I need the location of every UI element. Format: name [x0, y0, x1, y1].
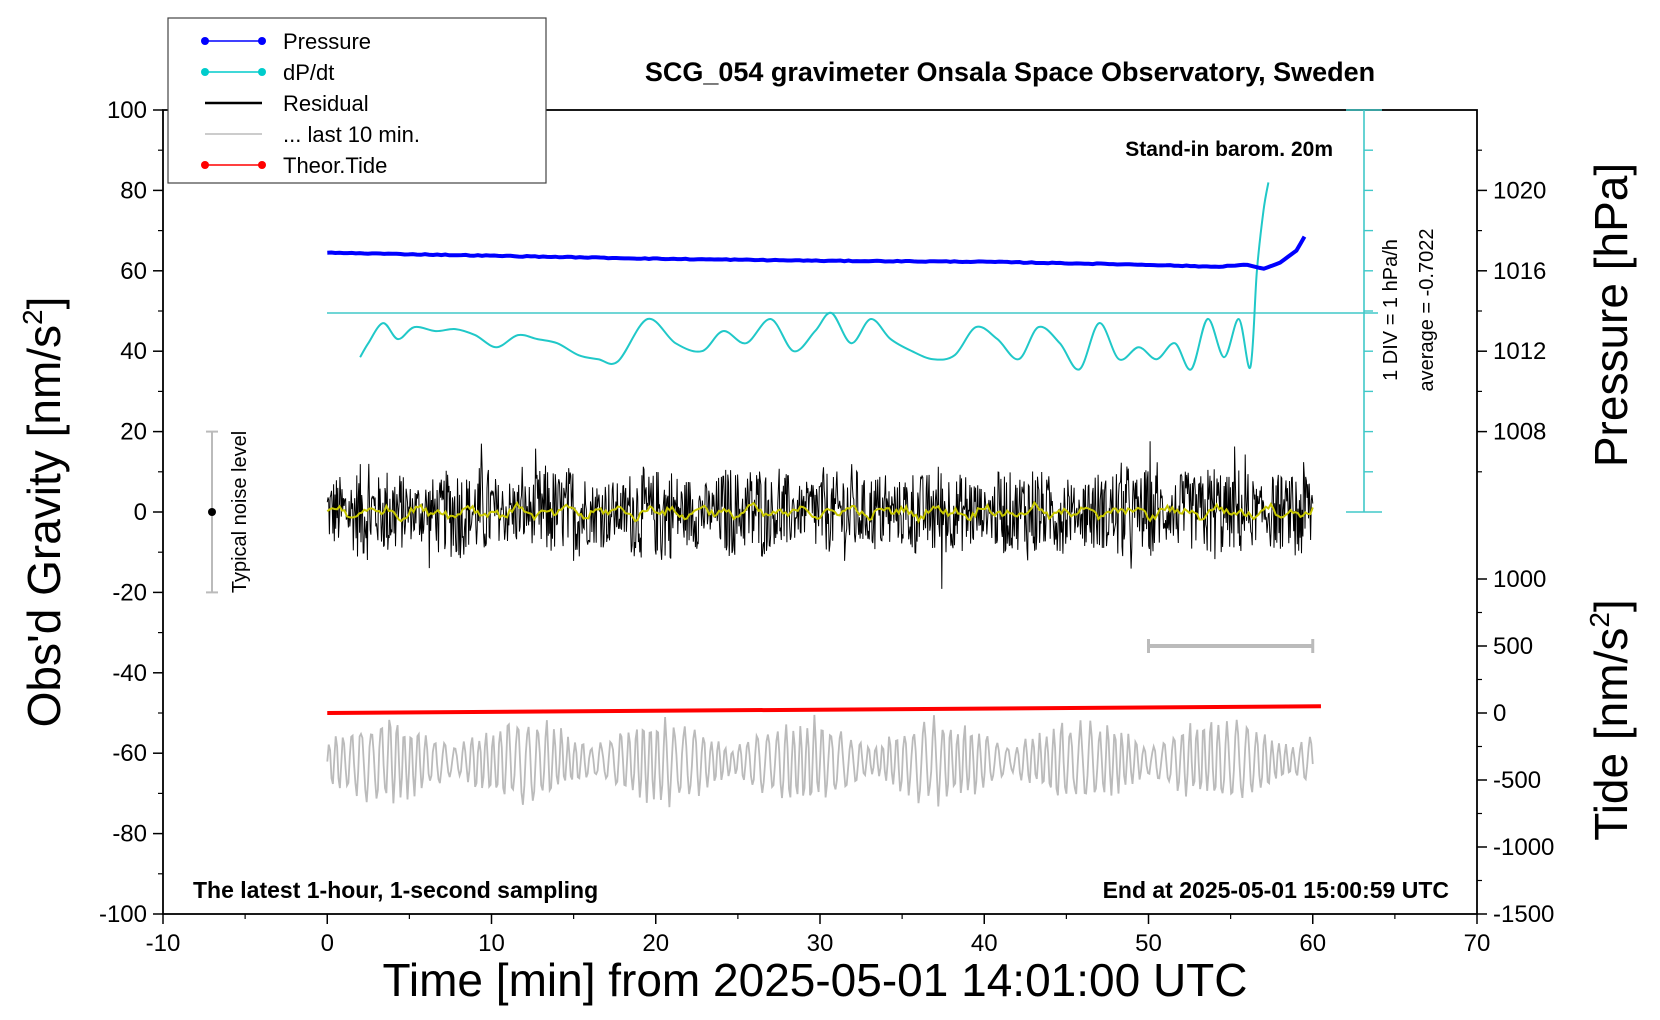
- left-tick-label: 0: [134, 499, 147, 526]
- noise-center-dot: [208, 508, 216, 516]
- tide-series-line: [327, 704, 1321, 715]
- legend-marker: [258, 68, 266, 76]
- sampling-note: The latest 1-hour, 1-second sampling: [193, 877, 598, 903]
- dpdt-div-label: 1 DIV = 1 hPa/h: [1380, 239, 1402, 381]
- x-tick-label: 0: [321, 930, 334, 957]
- legend-marker: [201, 161, 209, 169]
- x-tick-label: 70: [1464, 930, 1491, 957]
- tide-tick-label: 1000: [1493, 566, 1546, 593]
- left-axis-label: Obs'd Gravity [nm/s2]: [17, 297, 70, 728]
- pressure-tick-label: 1020: [1493, 177, 1546, 204]
- dpdt-scale-bar: [1346, 109, 1382, 513]
- x-axis-label: Time [min] from 2025-05-01 14:01:00 UTC: [383, 954, 1248, 1006]
- tide-axis-label-sup: 2: [1584, 612, 1615, 628]
- pressure-tick-label: 1008: [1493, 419, 1546, 446]
- end-time-note: End at 2025-05-01 15:00:59 UTC: [1103, 877, 1449, 903]
- legend-marker: [201, 37, 209, 45]
- x-axis-ticks: -10 0 10 20 30 40 50 60 70: [146, 914, 1491, 957]
- dpdt-series-line: [359, 182, 1270, 371]
- x-tick-label: -10: [146, 930, 181, 957]
- barometer-note: Stand-in barom. 20m: [1125, 138, 1333, 161]
- dpdt-average-label: average = -0.7022: [1416, 229, 1438, 392]
- tide-tick-label: -500: [1493, 767, 1541, 794]
- noise-level-indicator: [206, 430, 218, 594]
- tide-tick-label: -1000: [1493, 834, 1554, 861]
- x-tick-label: 10: [478, 930, 505, 957]
- left-tick-label: 100: [107, 97, 147, 124]
- residual-smoothed-line: [326, 500, 1314, 525]
- legend-marker: [201, 68, 209, 76]
- x-tick-label: 50: [1135, 930, 1162, 957]
- pressure-axis-ticks: 1020 1016 1012 1008: [1477, 149, 1546, 473]
- chart-title: SCG_054 gravimeter Onsala Space Observat…: [645, 57, 1375, 87]
- legend-marker: [258, 161, 266, 169]
- legend-label: Pressure: [283, 29, 371, 54]
- tide-tick-label: 0: [1493, 700, 1506, 727]
- left-axis-ticks: 100 80 60 40 20 0 -20 -40 -60 -80 -100: [99, 97, 163, 928]
- left-tick-label: 80: [120, 177, 147, 204]
- legend-label: Theor.Tide: [283, 153, 387, 178]
- residual-series-line: [326, 441, 1314, 589]
- left-tick-label: -20: [112, 579, 147, 606]
- x-tick-label: 30: [807, 930, 834, 957]
- legend-label: Residual: [283, 91, 369, 116]
- left-tick-label: -60: [112, 740, 147, 767]
- left-axis-label-end: ]: [18, 297, 70, 310]
- legend: Pressure dP/dt Residual ... last 10 min. The…: [167, 17, 547, 184]
- legend-label: dP/dt: [283, 60, 334, 85]
- series-layer: [326, 182, 1321, 808]
- left-tick-label: -100: [99, 901, 147, 928]
- left-tick-label: 60: [120, 258, 147, 285]
- left-tick-label: -80: [112, 821, 147, 848]
- ten-minute-marker: [1147, 639, 1315, 653]
- pressure-axis-label: Pressure [hPa]: [1585, 163, 1637, 467]
- left-axis-label-sup: 2: [17, 309, 48, 325]
- pressure-series-line: [327, 235, 1307, 271]
- x-tick-label: 40: [971, 930, 998, 957]
- x-tick-label: 20: [642, 930, 669, 957]
- tide-tick-label: 500: [1493, 633, 1533, 660]
- tide-axis-label: Tide [nm/s2]: [1584, 599, 1637, 840]
- pressure-tick-label: 1016: [1493, 258, 1546, 285]
- tide-axis-label-main: Tide [nm/s: [1585, 628, 1637, 841]
- left-tick-label: 40: [120, 338, 147, 365]
- last-10min-series-line: [326, 714, 1314, 808]
- tide-tick-label: -1500: [1493, 901, 1554, 928]
- x-tick-label: 60: [1299, 930, 1326, 957]
- noise-level-label: Typical noise level: [229, 431, 251, 593]
- legend-label: ... last 10 min.: [283, 122, 420, 147]
- legend-marker: [258, 37, 266, 45]
- left-axis-label-main: Obs'd Gravity [nm/s: [18, 325, 70, 727]
- tide-axis-ticks: 1000 500 0 -500 -1000 -1500: [1477, 566, 1554, 928]
- left-tick-label: 20: [120, 419, 147, 446]
- legend-box: [167, 17, 547, 184]
- pressure-tick-label: 1012: [1493, 338, 1546, 365]
- left-tick-label: -40: [112, 660, 147, 687]
- tide-axis-label-end: ]: [1585, 599, 1637, 612]
